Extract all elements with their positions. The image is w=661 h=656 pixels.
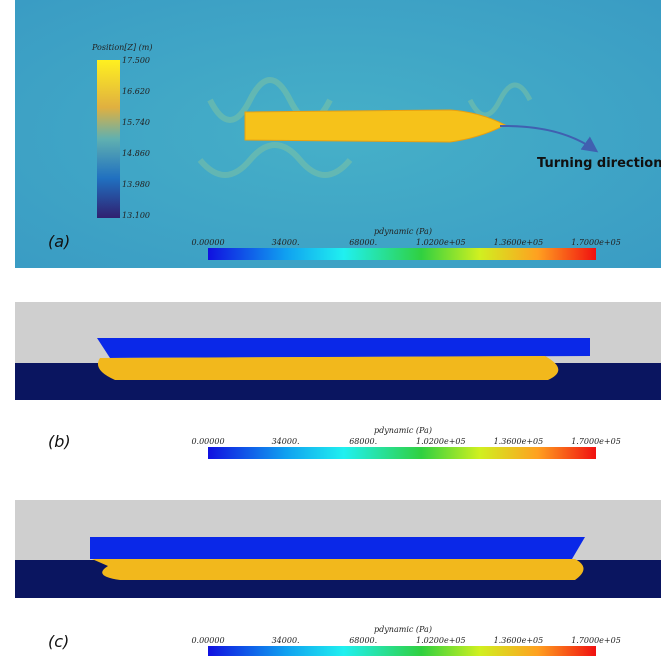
colorbar-tick-label: 0.00000 (191, 238, 224, 247)
position-tick-label: 13.980 (122, 180, 150, 189)
position-tick-label: 17.500 (122, 56, 150, 65)
pressure-colorbar (208, 447, 596, 459)
annotation: Turning direction (537, 156, 661, 171)
position-tick-label: 14.860 (122, 149, 150, 158)
position-tick-label: 13.100 (122, 211, 150, 220)
colorbar-tick-label: 1.7000e+05 (571, 437, 621, 446)
colorbar-tick-label: 34000. (272, 238, 300, 247)
colorbar-tick-label: 1.7000e+05 (571, 238, 621, 247)
figure: Turning direction Position[Z] (m) 17.500… (0, 0, 661, 656)
ship-hull (245, 110, 505, 142)
colorbar-tick-label: 68000. (349, 437, 377, 446)
colorbar-tick-label: 0.00000 (191, 636, 224, 645)
position-tick-label: 15.740 (122, 118, 150, 127)
colorbar-tick-label: 34000. (272, 636, 300, 645)
position-legend-title: Position[Z] (m) (91, 43, 152, 52)
hull-below-water (98, 356, 558, 380)
colorbar-tick-label: 1.7000e+05 (571, 636, 621, 645)
position-tick-label: 16.620 (122, 87, 150, 96)
hull-below-water (92, 559, 584, 580)
hull-above-water (90, 537, 585, 559)
colorbar-tick-label: 1.3600e+05 (494, 437, 544, 446)
colorbar-title: pdynamic (Pa) (374, 227, 432, 236)
colorbar-tick-label: 34000. (272, 437, 300, 446)
pressure-colorbar (208, 248, 596, 260)
colorbar-tick-label: 1.3600e+05 (494, 238, 544, 247)
colorbar-tick-label: 68000. (349, 636, 377, 645)
pressure-colorbar (208, 646, 596, 656)
colorbar-tick-label: 1.3600e+05 (494, 636, 544, 645)
hull-above-water (97, 338, 590, 358)
colorbar-tick-label: 1.0200e+05 (416, 636, 466, 645)
colorbar-tick-label: 0.00000 (191, 437, 224, 446)
panel-label: (b) (48, 432, 71, 451)
position-colorbar (97, 60, 120, 218)
colorbar-title: pdynamic (Pa) (374, 625, 432, 634)
colorbar-tick-label: 1.0200e+05 (416, 437, 466, 446)
colorbar-title: pdynamic (Pa) (374, 426, 432, 435)
colorbar-tick-label: 1.0200e+05 (416, 238, 466, 247)
colorbar-tick-label: 68000. (349, 238, 377, 247)
panel-label: (a) (48, 232, 70, 251)
panel-label: (c) (48, 632, 69, 651)
